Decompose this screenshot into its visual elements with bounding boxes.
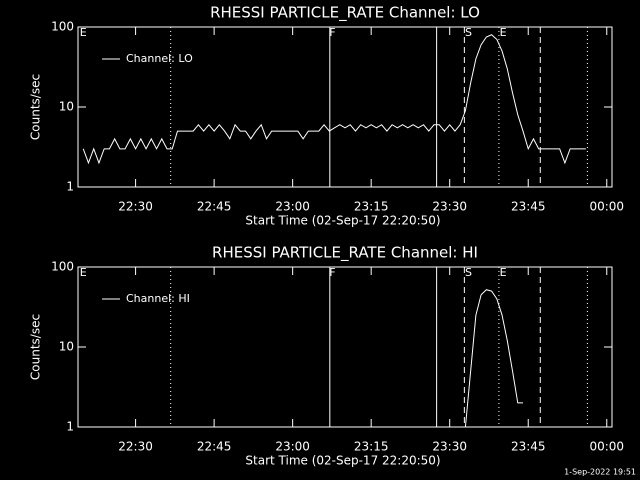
x-tick-label: 23:45	[511, 440, 546, 454]
y-axis-label: Counts/sec	[29, 74, 43, 140]
x-tick-label: 23:15	[354, 440, 389, 454]
chart-title: RHESSI PARTICLE_RATE Channel: HI	[212, 244, 478, 263]
x-tick-label: 23:15	[354, 200, 389, 214]
plot-frame	[77, 26, 613, 188]
x-axis-label: Start Time (02-Sep-17 22:20:50)	[245, 454, 440, 468]
legend-label: Channel: LO	[126, 52, 193, 65]
event-label: E	[80, 26, 87, 39]
event-label: E	[500, 26, 507, 39]
x-tick-label: 22:45	[197, 440, 232, 454]
y-tick-label: 1	[66, 420, 74, 434]
x-tick-label: 23:45	[511, 200, 546, 214]
x-tick-label: 00:00	[589, 440, 624, 454]
event-label: F	[329, 266, 335, 279]
x-tick-label: 23:30	[432, 440, 467, 454]
chart-title: RHESSI PARTICLE_RATE Channel: LO	[210, 4, 480, 23]
event-label: S	[465, 266, 472, 279]
y-tick-label: 1	[66, 180, 74, 194]
x-tick-label: 00:00	[589, 200, 624, 214]
x-tick-label: 23:00	[275, 200, 310, 214]
x-tick-label: 22:30	[118, 440, 153, 454]
x-tick-label: 22:45	[197, 200, 232, 214]
y-tick-label: 100	[51, 260, 74, 274]
event-label: E	[80, 266, 87, 279]
data-line	[464, 289, 523, 428]
x-axis-label: Start Time (02-Sep-17 22:20:50)	[245, 214, 440, 228]
y-axis-label: Counts/sec	[29, 314, 43, 380]
y-tick-label: 10	[59, 340, 74, 354]
x-tick-label: 23:30	[432, 200, 467, 214]
event-label: E	[500, 266, 507, 279]
data-line	[82, 34, 586, 165]
y-tick-label: 100	[51, 20, 74, 34]
event-label: F	[329, 26, 335, 39]
x-tick-label: 22:30	[118, 200, 153, 214]
legend-label: Channel: HI	[126, 292, 190, 305]
plot-frame	[77, 266, 613, 428]
y-tick-label: 10	[59, 100, 74, 114]
x-tick-label: 23:00	[275, 440, 310, 454]
event-label: S	[465, 26, 472, 39]
footer: 1-Sep-2022 19:51	[564, 468, 636, 477]
